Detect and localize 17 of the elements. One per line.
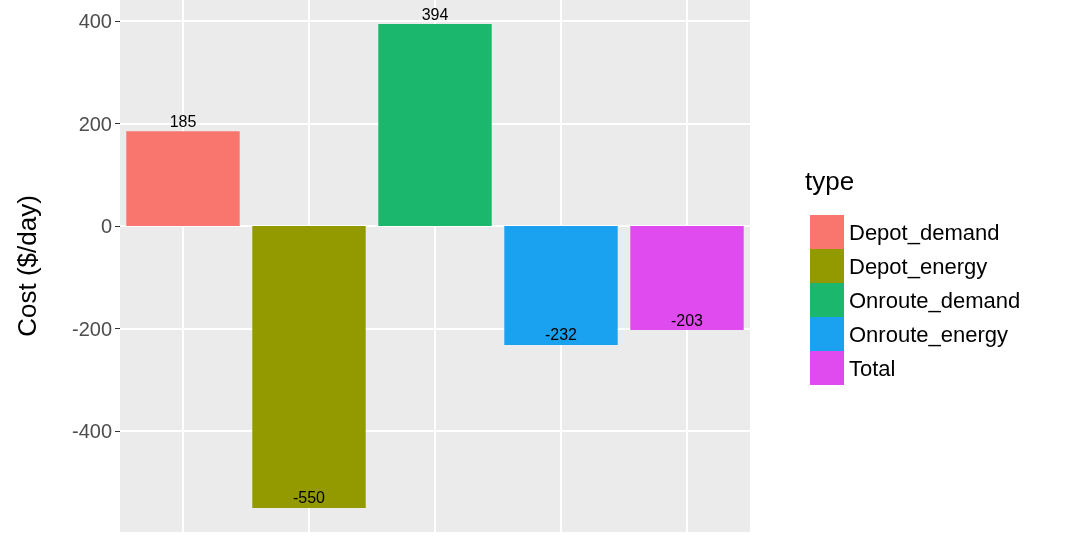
y-axis-title: Cost ($/day) bbox=[12, 195, 42, 337]
legend-label: Onroute_demand bbox=[849, 287, 1021, 313]
data-label: -203 bbox=[670, 311, 704, 329]
legend-label: Depot_energy bbox=[849, 253, 988, 279]
legend-label: Total bbox=[849, 355, 896, 381]
y-tick-label: 400 bbox=[78, 10, 112, 33]
y-tick-label: 200 bbox=[78, 112, 112, 135]
y-tick-label: 0 bbox=[100, 215, 112, 238]
legend-title: type bbox=[805, 166, 855, 196]
data-label: -550 bbox=[292, 489, 326, 507]
y-tick-label: -400 bbox=[71, 420, 112, 443]
data-label: 185 bbox=[169, 112, 197, 130]
legend-label: Onroute_energy bbox=[849, 321, 1008, 347]
y-tick-label: -200 bbox=[71, 317, 112, 340]
data-label: -232 bbox=[544, 326, 578, 344]
legend-label: Depot_demand bbox=[849, 219, 1000, 245]
data-label: 394 bbox=[421, 5, 449, 23]
